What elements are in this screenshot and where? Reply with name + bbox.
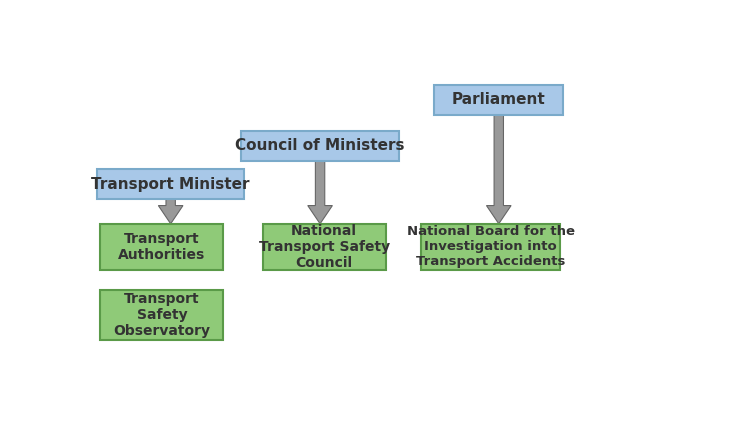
Polygon shape: [308, 161, 333, 224]
Text: National
Transport Safety
Council: National Transport Safety Council: [259, 224, 390, 270]
FancyBboxPatch shape: [434, 85, 563, 114]
FancyBboxPatch shape: [241, 131, 399, 161]
Text: National Board for the
Investigation into
Transport Accidents: National Board for the Investigation int…: [407, 225, 575, 268]
FancyBboxPatch shape: [101, 290, 224, 340]
FancyBboxPatch shape: [262, 224, 386, 270]
Text: Transport Minister: Transport Minister: [91, 177, 250, 191]
Polygon shape: [158, 199, 183, 224]
FancyBboxPatch shape: [98, 169, 244, 199]
Text: Transport
Safety
Observatory: Transport Safety Observatory: [113, 292, 210, 338]
FancyBboxPatch shape: [421, 224, 559, 270]
Text: Transport
Authorities: Transport Authorities: [118, 232, 206, 262]
Polygon shape: [486, 114, 511, 224]
Text: Council of Ministers: Council of Ministers: [235, 138, 404, 154]
FancyBboxPatch shape: [101, 224, 224, 270]
Text: Parliament: Parliament: [452, 92, 546, 107]
